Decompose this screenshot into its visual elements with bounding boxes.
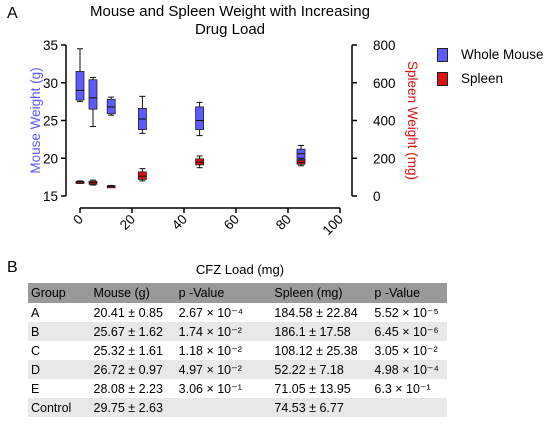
y-tick-label-right: 200 [373,151,396,166]
table-row: E 28.08 ± 2.23 3.06 × 10⁻¹ 71.05 ± 13.95 6.3… [28,379,447,398]
panel-label-a: A [7,5,18,22]
y-tick-label-right: 800 [373,38,396,53]
table-row: C 25.32 ± 1.61 1.18 × 10⁻² 108.12 ± 25.38 3.… [28,341,447,360]
legend-item-whole-mouse: Whole Mouse [437,47,544,62]
cell-group: C [31,343,41,358]
cell-mouse: 25.67 ± 1.62 [90,322,176,341]
legend-item-spleen: Spleen [437,71,503,86]
table-header-row: Group Mouse (g) p -Value Spleen (mg) p -… [28,283,447,303]
panel-label-b: B [7,259,18,276]
table-row: A 20.41 ± 0.85 2.67 × 10⁻⁴ 184.58 ± 22.84 5.… [28,303,447,322]
cell-spleen: 71.05 ± 13.95 [274,381,351,396]
y-axis-label-right: Spleen Weight (mg) [405,61,420,180]
chart-title-line-1: Mouse and Spleen Weight with Increasing [90,3,370,20]
cell-mouse-p [175,398,272,417]
chart-title-line-2: Drug Load [194,21,266,38]
spleen-weight-box [137,171,147,180]
cell-group: E [31,381,40,396]
cell-spleen-p: 4.98 × 10⁻⁴ [371,360,447,379]
cell-spleen-p: 5.52 × 10⁻⁵ [374,306,439,320]
cell-spleen: 52.22 ± 7.18 [271,360,372,379]
mouse-weight-box [88,79,98,110]
cell-mouse-p: 3.06 × 10⁻¹ [178,382,242,396]
y-tick-label-right: 600 [373,76,396,91]
y-tick-label-left: 35 [43,38,58,53]
y-tick-label-left: 30 [43,76,58,91]
x-tick-label: 40 [169,212,190,233]
cell-spleen-p: 6.3 × 10⁻¹ [374,382,431,396]
cell-spleen-p [371,398,447,417]
x-tick-label: 60 [221,212,242,233]
cell-spleen: 184.58 ± 22.84 [274,305,358,320]
x-tick-label: 20 [117,212,138,233]
cell-group: Control [28,398,91,417]
legend-swatch-whole-mouse [437,47,448,62]
x-axis-label: CFZ Load (mg) [195,262,285,277]
header-mouse-p: p -Value [175,283,272,303]
y-tick-label-left: 25 [43,114,58,129]
cell-mouse: 25.32 ± 1.61 [93,343,163,358]
cell-mouse-p: 1.74 × 10⁻² [175,322,272,341]
header-spleen-p: p -Value [371,283,447,303]
x-tick-label: 0 [70,212,86,228]
y-tick-label-left: 15 [43,189,58,204]
table-row: D 26.72 ± 0.97 4.97 × 10⁻² 52.22 ± 7.18 4.98… [28,360,447,379]
cell-mouse-p: 2.67 × 10⁻⁴ [178,306,244,320]
y-tick-label-left: 20 [43,151,58,166]
cell-group: A [31,305,40,320]
cell-spleen: 74.53 ± 6.77 [271,398,372,417]
cell-spleen-p: 3.05 × 10⁻² [374,344,438,358]
cell-mouse-p: 4.97 × 10⁻² [175,360,272,379]
y-tick-label-right: 400 [373,114,396,129]
table-row: B 25.67 ± 1.62 1.74 × 10⁻² 186.1 ± 17.58 6.4… [28,322,447,341]
cell-spleen-p: 6.45 × 10⁻⁶ [371,322,447,341]
table-row: Control 29.75 ± 2.63 74.53 ± 6.77 [28,398,447,417]
legend-swatch-spleen [437,71,448,86]
x-tick-label: 100 [320,212,347,239]
cell-spleen: 108.12 ± 25.38 [274,343,358,358]
header-group: Group [28,283,91,303]
cell-mouse: 26.72 ± 0.97 [90,360,176,379]
x-tick-label: 80 [273,212,294,233]
results-table: Group Mouse (g) p -Value Spleen (mg) p -… [28,283,447,417]
cell-group: D [28,360,91,379]
mouse-weight-box [75,71,85,101]
y-tick-label-right: 0 [373,189,381,204]
cell-mouse-p: 1.18 × 10⁻² [178,344,242,358]
cell-mouse: 20.41 ± 0.85 [93,305,163,320]
cell-mouse: 28.08 ± 2.23 [93,381,163,396]
cell-mouse: 29.75 ± 2.63 [90,398,176,417]
y-axis-label-left: Mouse Weight (g) [28,67,43,173]
header-mouse: Mouse (g) [90,283,176,303]
legend-label-whole-mouse: Whole Mouse [461,47,544,62]
cell-spleen: 186.1 ± 17.58 [271,322,372,341]
cell-group: B [28,322,91,341]
mouse-weight-box [195,106,205,130]
header-spleen: Spleen (mg) [271,283,372,303]
legend-label-spleen: Spleen [461,71,504,86]
